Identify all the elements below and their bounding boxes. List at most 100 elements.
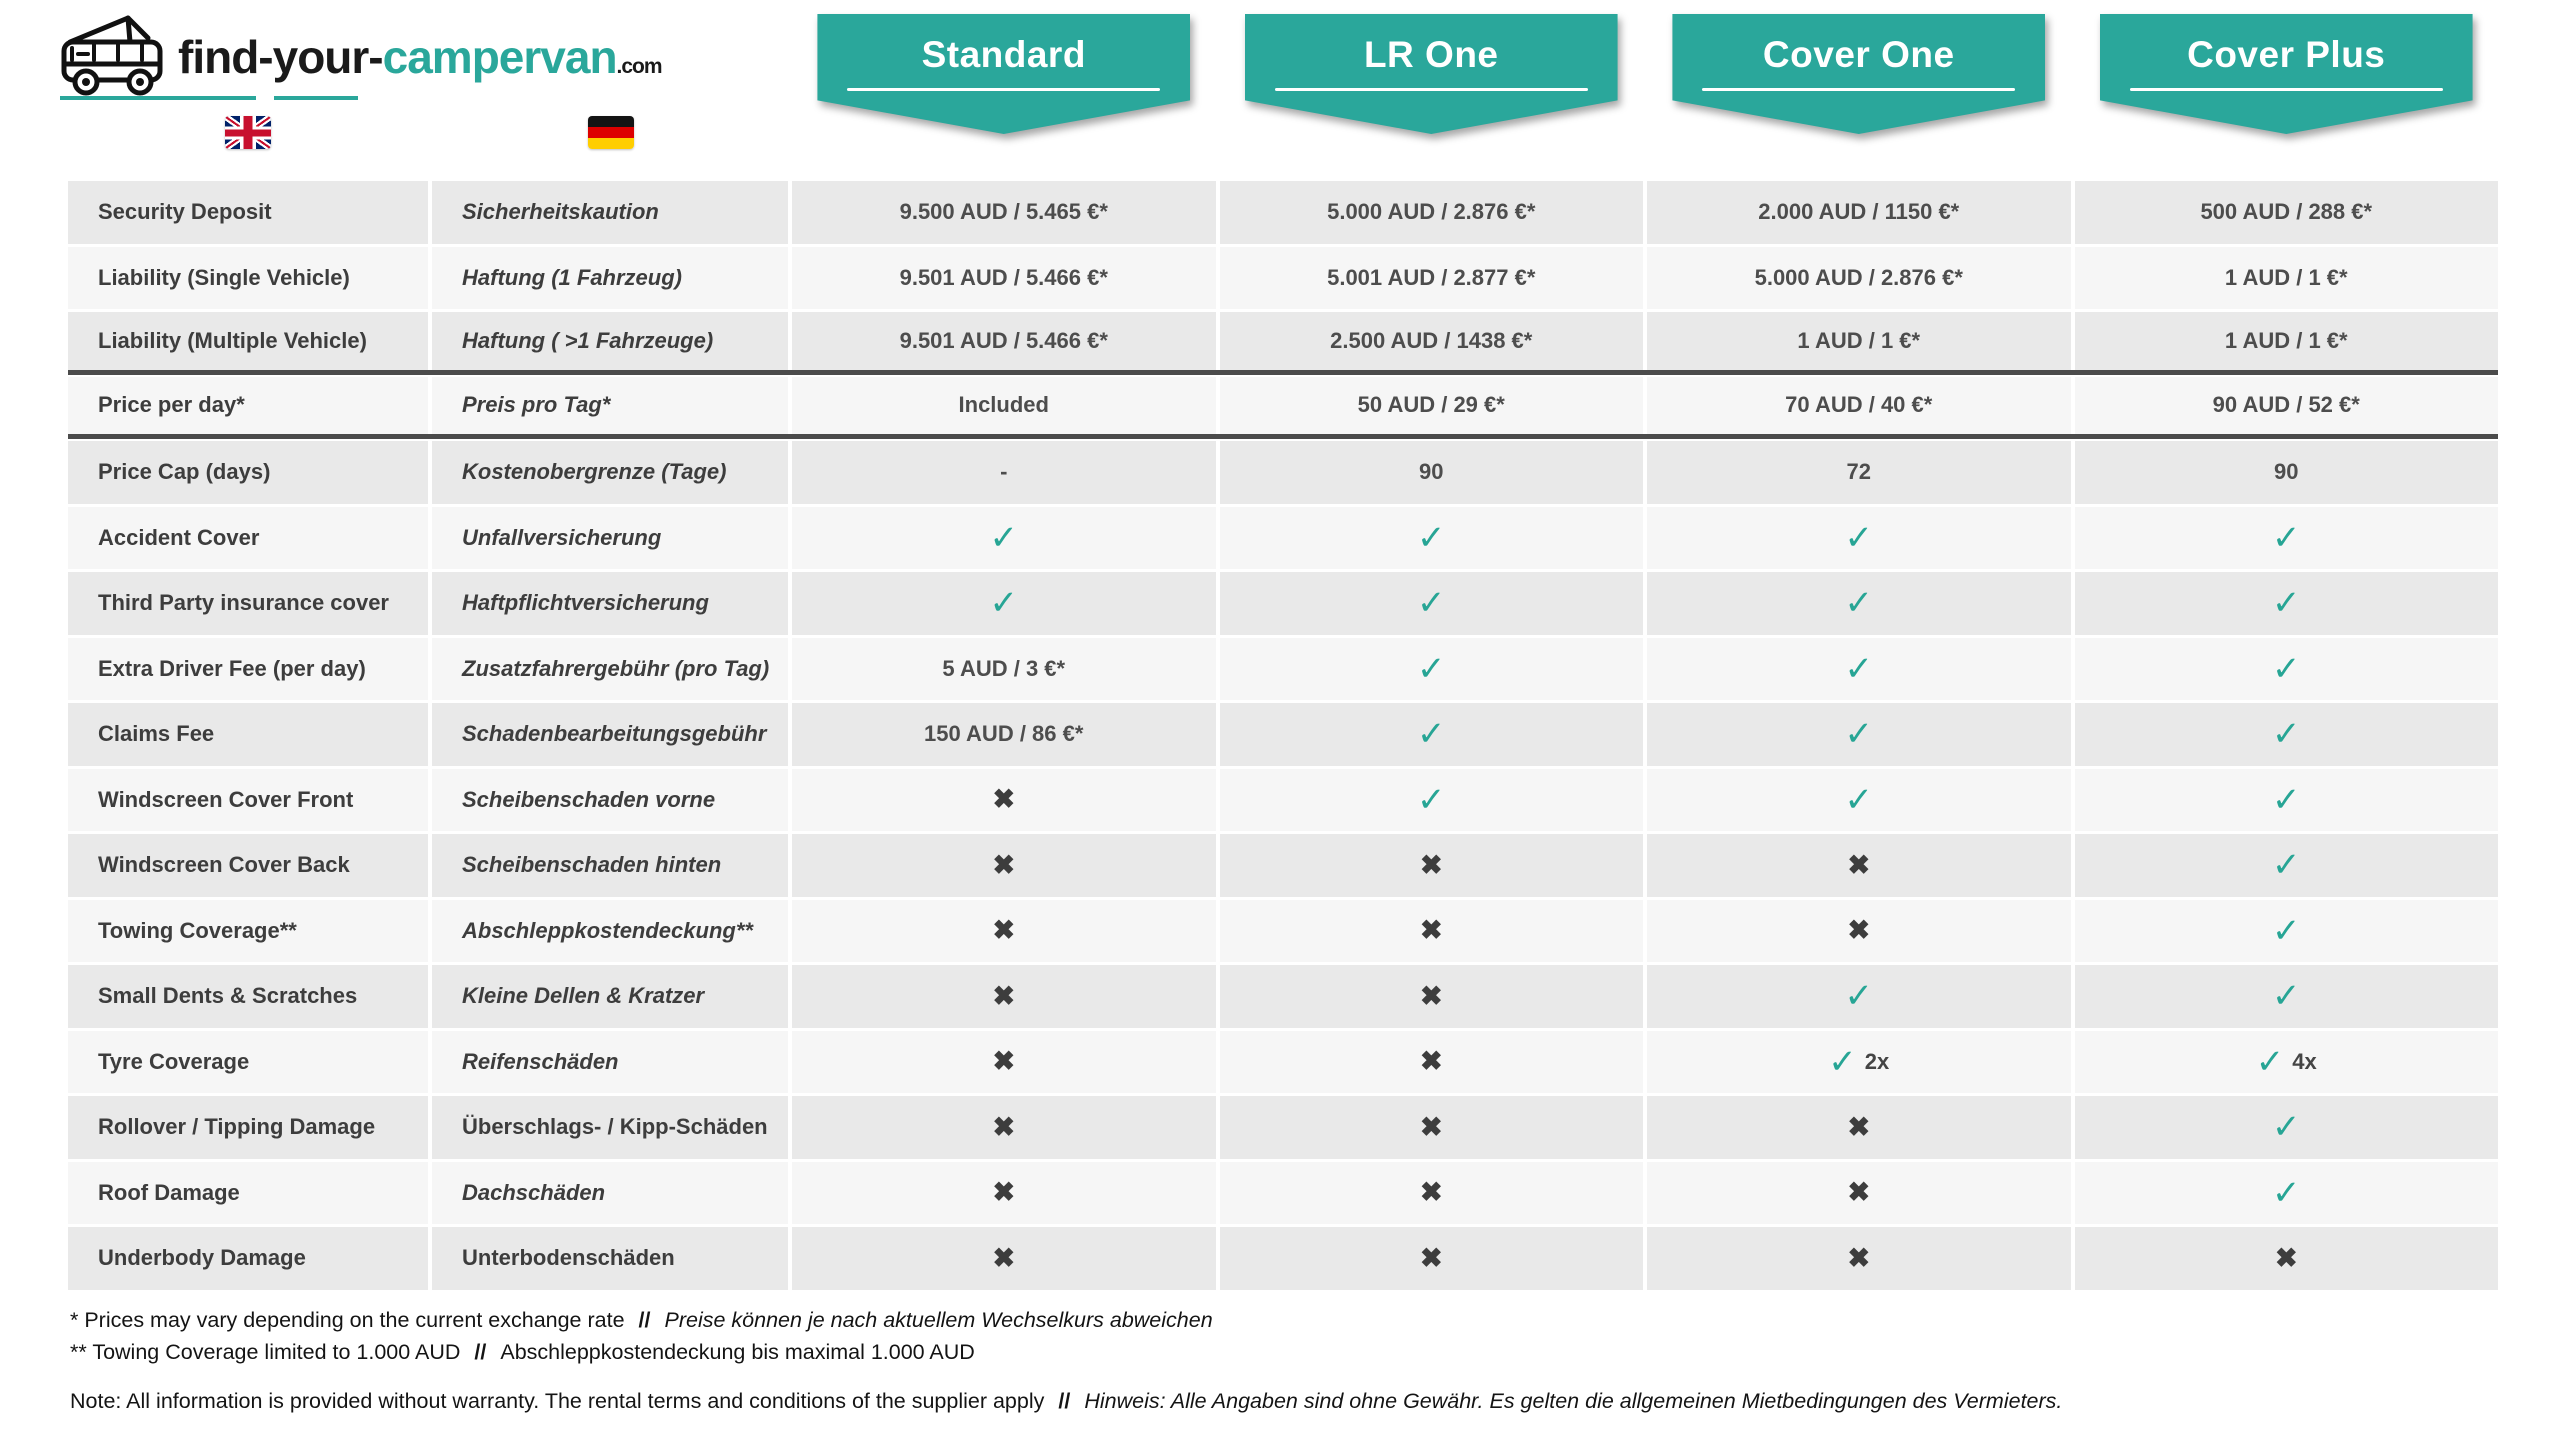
row-label-en: Small Dents & Scratches <box>68 965 428 1028</box>
plan-name: Cover One <box>1762 34 1955 75</box>
cell-lr-one: ✓ <box>1219 703 1643 766</box>
cell-lr-one: 5.000 AUD / 2.876 €* <box>1219 181 1643 244</box>
cell-lr-one: ✖ <box>1219 965 1643 1028</box>
footnote-exchange-rate: * Prices may vary depending on the curre… <box>70 1308 2062 1333</box>
cell-cover-one: 1 AUD / 1 €* <box>1647 312 2071 370</box>
check-icon: ✓ <box>2272 780 2301 819</box>
cell-standard: ✖ <box>792 1030 1216 1093</box>
check-icon: ✓ <box>1417 649 1446 688</box>
cell-standard: ✖ <box>792 834 1216 897</box>
row-label-de: Reifenschäden <box>432 1030 788 1093</box>
table-row: Windscreen Cover Back Scheibenschaden hi… <box>68 834 2498 897</box>
cross-icon: ✖ <box>1847 849 1871 880</box>
check-icon: ✓ <box>1844 780 1874 819</box>
cell-cover-one: ✓ <box>1647 965 2071 1028</box>
check-icon: ✓ <box>2272 977 2301 1016</box>
table-row: Small Dents & Scratches Kleine Dellen & … <box>68 965 2498 1028</box>
cell-lr-one: ✖ <box>1219 899 1643 962</box>
check-icon: ✓ <box>1844 715 1874 754</box>
cell-standard: - <box>792 441 1216 504</box>
cell-cover-one: ✖ <box>1647 1096 2071 1159</box>
footnote-separator: // <box>638 1308 651 1332</box>
plan-name: Cover Plus <box>2187 34 2386 75</box>
check-icon: ✓ <box>2272 715 2301 754</box>
row-label-en: Towing Coverage** <box>68 899 428 962</box>
check-icon: ✓ <box>2272 584 2301 623</box>
footnote-text-de: Abschleppkostendeckung bis maximal 1.000… <box>500 1340 975 1364</box>
row-label-de: Haftpflichtversicherung <box>432 572 788 635</box>
cross-icon: ✖ <box>992 1046 1016 1077</box>
check-icon: ✓ <box>1417 518 1446 557</box>
row-label-de: Unfallversicherung <box>432 506 788 569</box>
footnote-towing-limit: ** Towing Coverage limited to 1.000 AUD /… <box>70 1340 2062 1365</box>
cell-standard: ✓ <box>792 572 1216 635</box>
note-disclaimer: Note: All information is provided withou… <box>70 1389 2062 1414</box>
row-label-en: Price per day* <box>68 376 428 434</box>
table-row: Claims Fee Schadenbearbeitungsgebühr 150… <box>68 703 2498 766</box>
cell-cover-plus: ✓ <box>2074 572 2498 635</box>
plan-name: Standard <box>921 34 1086 75</box>
cell-cover-plus: 1 AUD / 1 €* <box>2074 246 2498 309</box>
cell-standard: ✖ <box>792 965 1216 1028</box>
cross-icon: ✖ <box>1419 1046 1443 1077</box>
note-text-en: Note: All information is provided withou… <box>70 1389 1045 1413</box>
table-row: Extra Driver Fee (per day) Zusatzfahrerg… <box>68 637 2498 700</box>
cell-lr-one: ✖ <box>1219 1161 1643 1224</box>
row-label-en: Liability (Multiple Vehicle) <box>68 312 428 370</box>
cross-icon: ✖ <box>1419 1177 1443 1208</box>
multiplier-label: 4x <box>2292 1048 2317 1074</box>
cell-cover-one: ✓ <box>1647 506 2071 569</box>
logo-wordmark: find-your-campervan.com <box>178 30 663 84</box>
row-label-de: Kleine Dellen & Kratzer <box>432 965 788 1028</box>
cell-standard: 9.501 AUD / 5.466 €* <box>792 312 1216 370</box>
cell-cover-one: ✓ <box>1647 637 2071 700</box>
table-row: Roof Damage Dachschäden ✖ ✖ ✖ ✓ <box>68 1161 2498 1224</box>
cell-standard: ✖ <box>792 1161 1216 1224</box>
logo: find-your-campervan.com <box>56 8 663 104</box>
cross-icon: ✖ <box>992 1177 1016 1208</box>
footnote-separator: // <box>474 1340 487 1364</box>
cross-icon: ✖ <box>992 849 1016 880</box>
cell-cover-plus: ✓ <box>2074 768 2498 831</box>
banner-underline <box>2129 88 2443 91</box>
row-label-de: Preis pro Tag* <box>432 376 788 434</box>
row-label-de: Überschlags- / Kipp-Schäden <box>432 1096 788 1159</box>
row-label-en: Tyre Coverage <box>68 1030 428 1093</box>
footnote-text-en: ** Towing Coverage limited to 1.000 AUD <box>70 1340 461 1364</box>
germany-flag-icon <box>588 116 634 149</box>
row-label-de: Kostenobergrenze (Tage) <box>432 441 788 504</box>
check-icon: ✓ <box>989 584 1019 623</box>
cell-cover-one: ✖ <box>1647 899 2071 962</box>
multiplier-label: 2x <box>1864 1048 1890 1074</box>
row-label-en: Third Party insurance cover <box>68 572 428 635</box>
cell-cover-plus: 90 <box>2074 441 2498 504</box>
row-label-en: Windscreen Cover Back <box>68 834 428 897</box>
uk-flag-icon <box>225 116 271 149</box>
cell-lr-one: ✓ <box>1219 506 1643 569</box>
cell-cover-one: ✖ <box>1647 1227 2071 1290</box>
row-label-en: Extra Driver Fee (per day) <box>68 637 428 700</box>
row-label-en: Roof Damage <box>68 1161 428 1224</box>
table-row: Liability (Single Vehicle) Haftung (1 Fa… <box>68 246 2498 309</box>
cell-lr-one: ✓ <box>1219 637 1643 700</box>
cell-standard: 150 AUD / 86 €* <box>792 703 1216 766</box>
cell-cover-plus: 500 AUD / 288 €* <box>2074 181 2498 244</box>
footnote-text-en: * Prices may vary depending on the curre… <box>70 1308 625 1332</box>
banner-underline <box>847 88 1161 91</box>
cross-icon: ✖ <box>992 980 1016 1011</box>
cell-lr-one: 50 AUD / 29 €* <box>1219 376 1643 434</box>
row-label-en: Security Deposit <box>68 181 428 244</box>
row-label-en: Accident Cover <box>68 506 428 569</box>
logo-underline <box>274 96 358 100</box>
check-icon: ✓ <box>2272 911 2301 950</box>
cell-cover-one: ✓ <box>1647 572 2071 635</box>
cell-cover-one: 2.000 AUD / 1150 €* <box>1647 181 2071 244</box>
table-row: Underbody Damage Unterbodenschäden ✖ ✖ ✖… <box>68 1227 2498 1290</box>
cell-standard: Included <box>792 376 1216 434</box>
plan-banners: Standard LR One Cover One Cover Plus <box>68 14 2498 134</box>
row-label-de: Scheibenschaden vorne <box>432 768 788 831</box>
cell-lr-one: ✓ <box>1219 572 1643 635</box>
check-icon: ✓ <box>1844 977 1874 1016</box>
row-label-de: Abschleppkostendeckung** <box>432 899 788 962</box>
note-text-de: Hinweis: Alle Angaben sind ohne Gewähr. … <box>1084 1389 2063 1413</box>
